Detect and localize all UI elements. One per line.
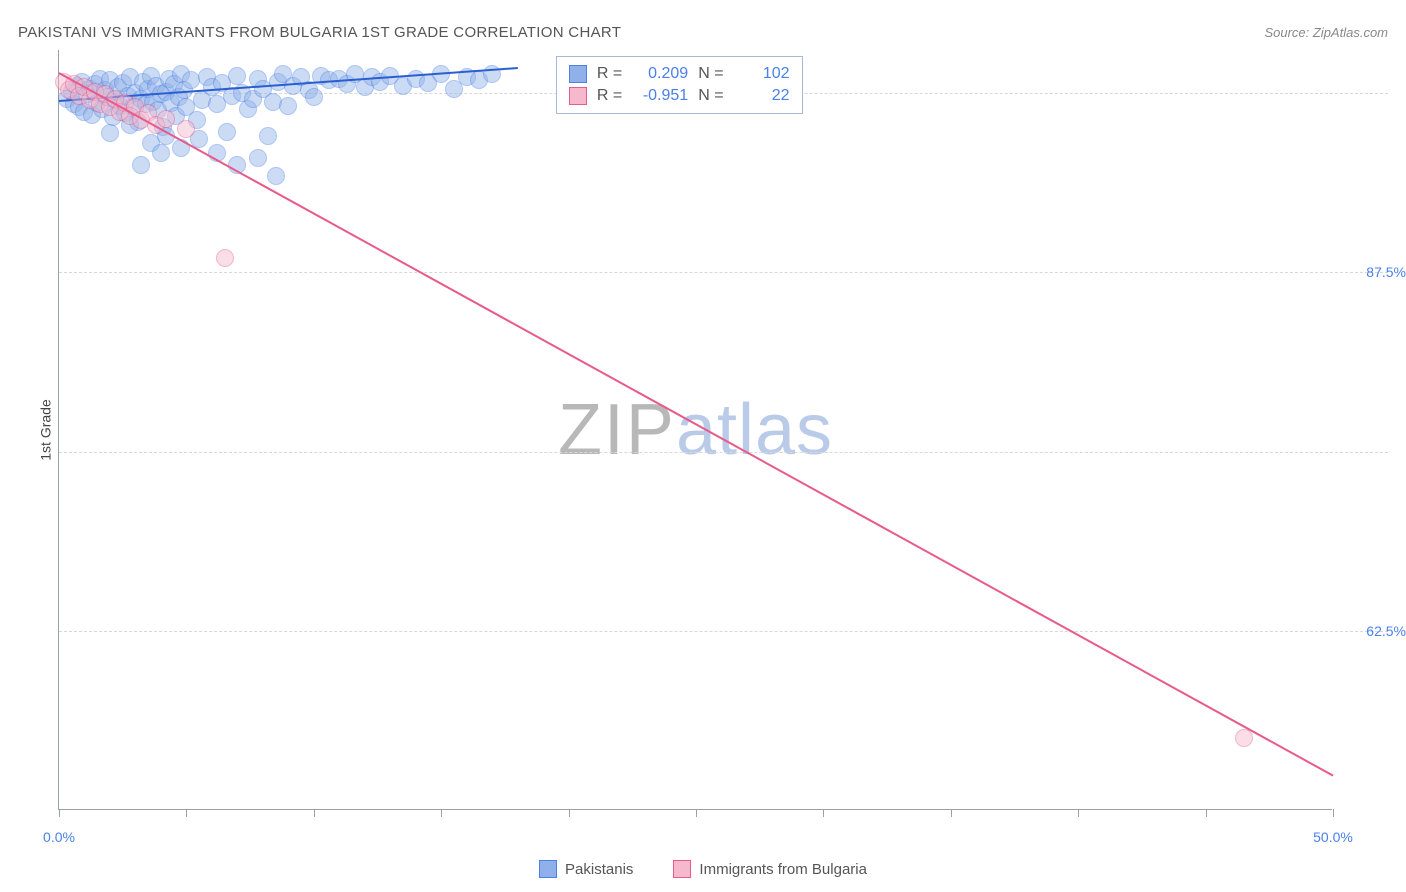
x-tick-label: 0.0% bbox=[43, 829, 75, 845]
data-point-pakistanis bbox=[267, 167, 285, 185]
data-point-pakistanis bbox=[249, 149, 267, 167]
swatch-bulgaria bbox=[569, 87, 587, 105]
data-point-pakistanis bbox=[279, 97, 297, 115]
x-tick bbox=[186, 809, 187, 817]
stat-n-label: N = bbox=[698, 87, 723, 105]
x-tick bbox=[59, 809, 60, 817]
stats-row-bulgaria: R = -0.951 N = 22 bbox=[569, 85, 790, 107]
x-tick bbox=[1206, 809, 1207, 817]
legend-label: Immigrants from Bulgaria bbox=[699, 861, 867, 878]
data-point-pakistanis bbox=[228, 67, 246, 85]
y-tick-label: 87.5% bbox=[1342, 264, 1406, 280]
data-point-pakistanis bbox=[305, 88, 323, 106]
chart-header: PAKISTANI VS IMMIGRANTS FROM BULGARIA 1S… bbox=[18, 18, 1388, 46]
x-tick-label: 50.0% bbox=[1313, 829, 1353, 845]
stat-r-label: R = bbox=[597, 65, 622, 83]
gridline bbox=[59, 452, 1388, 453]
legend-item: Pakistanis bbox=[539, 860, 633, 878]
stat-r-value: 0.209 bbox=[632, 65, 688, 83]
data-point-bulgaria bbox=[157, 110, 175, 128]
stats-row-pakistanis: R = 0.209 N = 102 bbox=[569, 63, 790, 85]
chart-title: PAKISTANI VS IMMIGRANTS FROM BULGARIA 1S… bbox=[18, 24, 621, 41]
stat-r-label: R = bbox=[597, 87, 622, 105]
legend-swatch bbox=[673, 860, 691, 878]
x-tick bbox=[314, 809, 315, 817]
swatch-pakistanis bbox=[569, 65, 587, 83]
y-axis-label: 1st Grade bbox=[38, 399, 54, 460]
legend-item: Immigrants from Bulgaria bbox=[673, 860, 867, 878]
chart-legend: Pakistanis Immigrants from Bulgaria bbox=[0, 860, 1406, 878]
legend-label: Pakistanis bbox=[565, 861, 633, 878]
x-tick bbox=[951, 809, 952, 817]
stat-r-value: -0.951 bbox=[632, 87, 688, 105]
gridline bbox=[59, 631, 1388, 632]
data-point-bulgaria bbox=[1235, 729, 1253, 747]
x-tick bbox=[1078, 809, 1079, 817]
stat-n-value: 102 bbox=[734, 65, 790, 83]
data-point-pakistanis bbox=[101, 124, 119, 142]
x-tick bbox=[1333, 809, 1334, 817]
x-tick bbox=[569, 809, 570, 817]
scatter-chart: 1st Grade ZIPatlas 62.5%87.5%0.0%50.0%R … bbox=[58, 50, 1332, 810]
data-point-pakistanis bbox=[259, 127, 277, 145]
x-tick bbox=[441, 809, 442, 817]
trend-line-bulgaria bbox=[59, 72, 1334, 776]
legend-swatch bbox=[539, 860, 557, 878]
x-tick bbox=[823, 809, 824, 817]
y-tick-label: 62.5% bbox=[1342, 623, 1406, 639]
stats-box: R = 0.209 N = 102 R = -0.951 N = 22 bbox=[556, 56, 803, 114]
source-citation: Source: ZipAtlas.com bbox=[1264, 25, 1388, 40]
data-point-bulgaria bbox=[177, 120, 195, 138]
data-point-pakistanis bbox=[152, 144, 170, 162]
x-tick bbox=[696, 809, 697, 817]
data-point-pakistanis bbox=[132, 156, 150, 174]
data-point-pakistanis bbox=[218, 123, 236, 141]
stat-n-label: N = bbox=[698, 65, 723, 83]
watermark: ZIPatlas bbox=[558, 389, 833, 471]
data-point-bulgaria bbox=[216, 249, 234, 267]
gridline bbox=[59, 272, 1388, 273]
stat-n-value: 22 bbox=[734, 87, 790, 105]
